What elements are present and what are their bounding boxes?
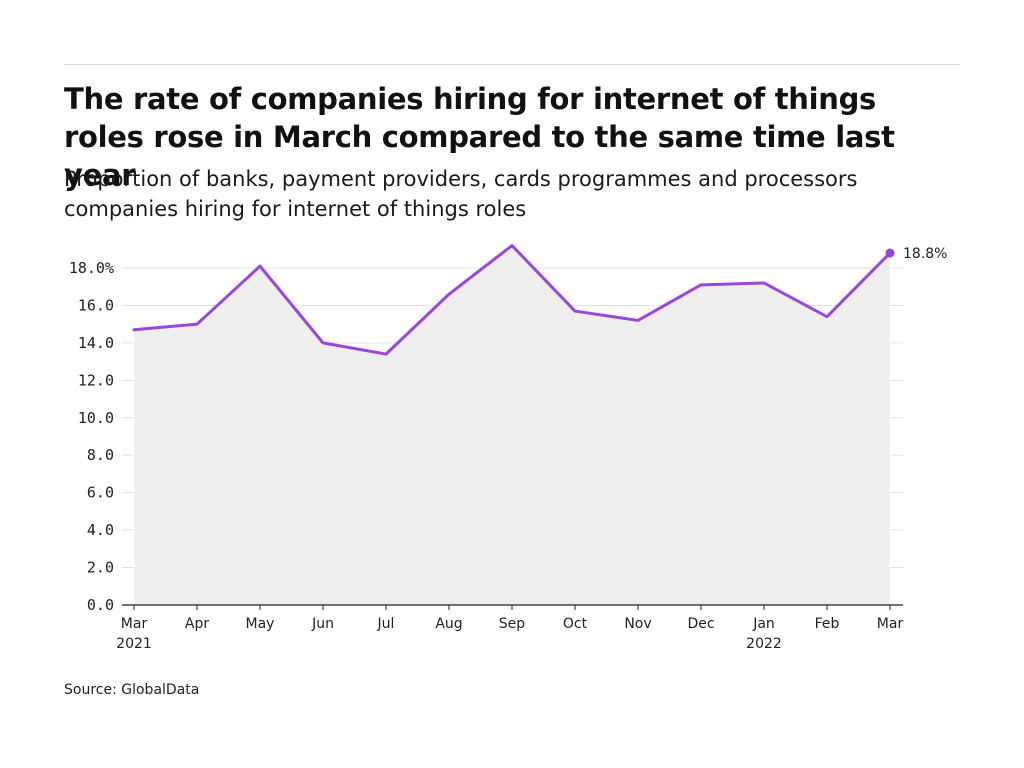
x-tick-label: Jun: [311, 616, 334, 632]
x-tick-label: Apr: [185, 616, 209, 632]
top-divider: [64, 64, 960, 65]
x-tick-label: Jan: [752, 616, 775, 632]
chart-subtitle: Proportion of banks, payment providers, …: [64, 167, 858, 221]
y-tick-label: 6.0: [87, 484, 114, 502]
y-tick-label: 2.0: [87, 559, 114, 577]
x-year-label: 2021: [116, 636, 152, 652]
end-point-marker: [885, 248, 895, 258]
series-line: [132, 244, 892, 356]
x-tick-label: Mar: [121, 616, 148, 632]
y-tick-label: 4.0: [87, 521, 114, 539]
x-year-label: 2022: [746, 636, 782, 652]
x-tick-label: Sep: [499, 616, 526, 632]
chart-title: The rate of companies hiring for interne…: [64, 82, 895, 192]
y-tick-label: 10.0: [78, 409, 114, 427]
area-fill: [134, 245, 890, 606]
x-tick-label: Jul: [377, 616, 395, 632]
y-tick-label: 18.0%: [69, 259, 114, 277]
y-tick-label: 12.0: [78, 371, 114, 389]
x-tick-label: Nov: [624, 616, 651, 632]
source-note: Source: GlobalData: [64, 682, 200, 698]
y-tick-label: 0.0: [87, 596, 114, 614]
x-tick-label: Aug: [435, 616, 462, 632]
x-tick-label: Oct: [563, 616, 588, 632]
y-tick-label: 14.0: [78, 334, 114, 352]
x-tick-label: Mar: [877, 616, 904, 632]
x-tick-label: Feb: [815, 616, 840, 632]
x-tick-label: May: [246, 616, 275, 632]
x-tick-label: Dec: [687, 616, 714, 632]
end-value-label: 18.8%: [903, 246, 947, 262]
y-tick-label: 8.0: [87, 446, 114, 464]
y-tick-label: 16.0: [78, 296, 114, 314]
